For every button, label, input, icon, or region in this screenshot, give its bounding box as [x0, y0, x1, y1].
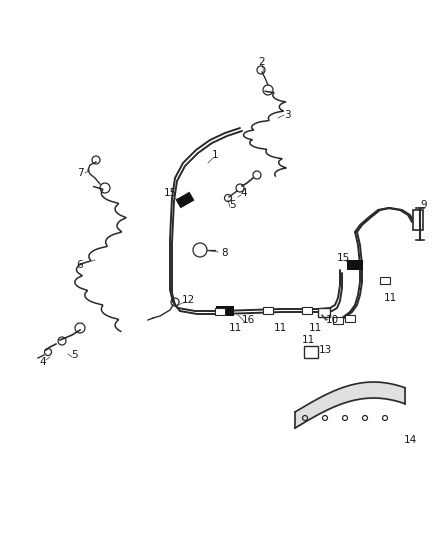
- Bar: [216, 306, 234, 316]
- Bar: [333, 317, 343, 324]
- Text: 6: 6: [77, 260, 83, 270]
- Text: 5: 5: [72, 350, 78, 360]
- Bar: [318, 308, 330, 317]
- Text: 9: 9: [420, 200, 427, 210]
- Text: 15: 15: [336, 253, 350, 263]
- Text: 16: 16: [241, 315, 254, 325]
- Bar: [215, 308, 225, 314]
- Bar: [304, 346, 318, 358]
- Text: 11: 11: [273, 323, 286, 333]
- Text: 11: 11: [301, 335, 314, 345]
- Bar: [380, 277, 390, 284]
- Text: 1: 1: [212, 150, 218, 160]
- Text: 4: 4: [241, 188, 247, 198]
- Bar: [302, 306, 312, 313]
- Text: 7: 7: [77, 168, 83, 178]
- Text: 10: 10: [325, 315, 339, 325]
- Bar: [413, 210, 423, 230]
- Text: 5: 5: [229, 200, 235, 210]
- Bar: [347, 260, 363, 270]
- Text: 14: 14: [403, 435, 417, 445]
- Bar: [263, 306, 273, 313]
- Text: 2: 2: [259, 57, 265, 67]
- Text: 4: 4: [40, 357, 46, 367]
- Text: 11: 11: [383, 293, 397, 303]
- Text: 12: 12: [181, 295, 194, 305]
- Text: 3: 3: [284, 110, 290, 120]
- Bar: [345, 314, 355, 321]
- Bar: [176, 192, 194, 208]
- Text: 15: 15: [163, 188, 177, 198]
- Text: 11: 11: [228, 323, 242, 333]
- Text: 13: 13: [318, 345, 332, 355]
- Text: 8: 8: [222, 248, 228, 258]
- Text: 11: 11: [308, 323, 321, 333]
